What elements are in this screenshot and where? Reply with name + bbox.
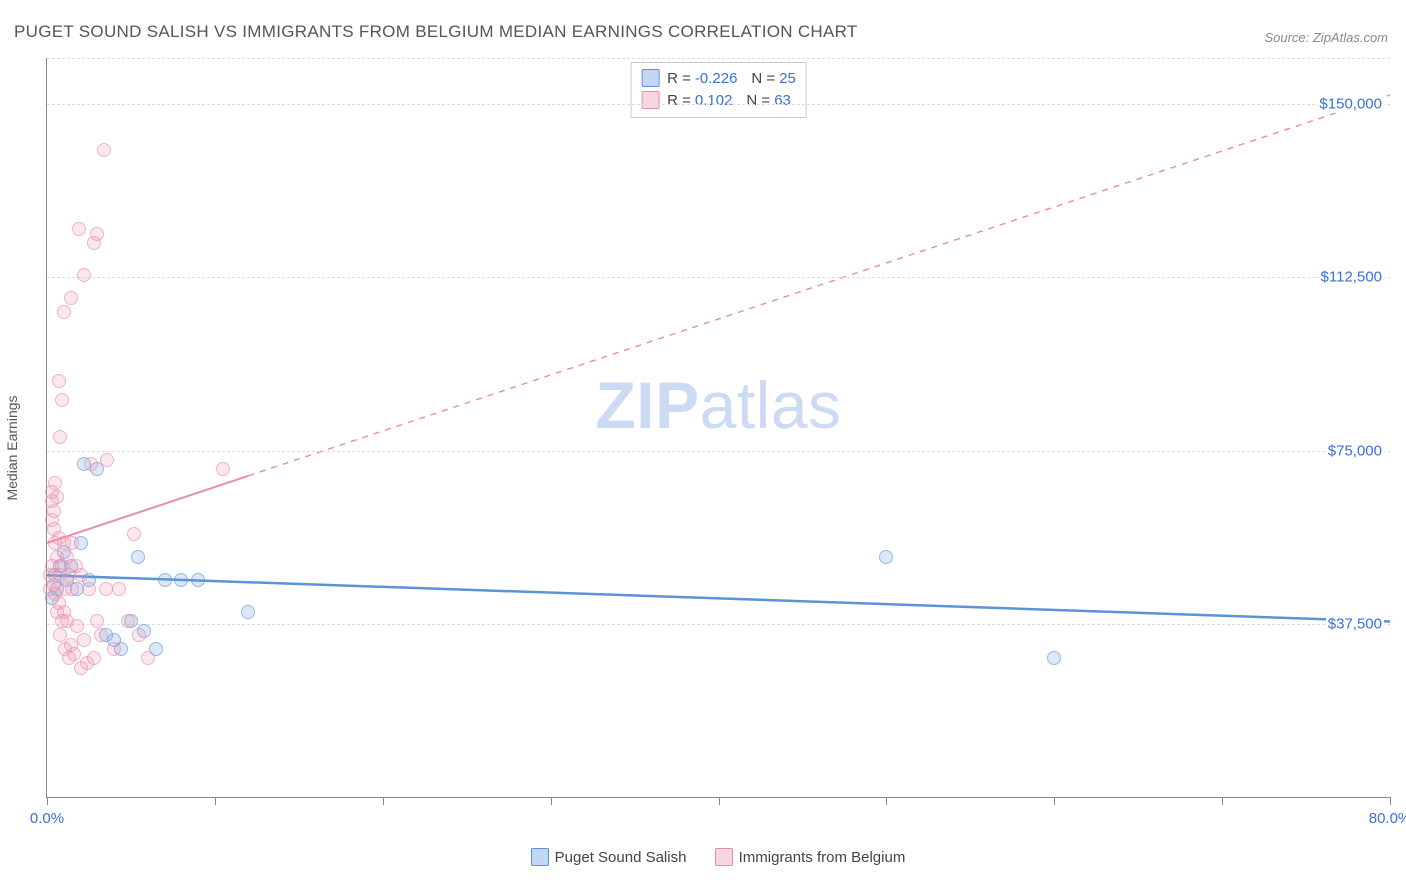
data-point bbox=[65, 536, 79, 550]
data-point bbox=[100, 453, 114, 467]
legend-n-label: N = bbox=[751, 70, 775, 87]
legend-n-label: N = bbox=[746, 92, 770, 109]
data-point bbox=[65, 582, 79, 596]
data-point bbox=[64, 291, 78, 305]
data-point bbox=[50, 490, 64, 504]
data-point bbox=[141, 651, 155, 665]
data-point bbox=[74, 568, 88, 582]
data-point bbox=[191, 573, 205, 587]
data-point bbox=[879, 550, 893, 564]
data-point bbox=[112, 582, 126, 596]
y-tick-label: $112,500 bbox=[1319, 269, 1384, 286]
data-point bbox=[107, 642, 121, 656]
data-point bbox=[241, 605, 255, 619]
data-point bbox=[72, 222, 86, 236]
x-tick bbox=[215, 797, 216, 805]
legend-swatch-pink bbox=[641, 91, 659, 109]
legend-item-puget: Puget Sound Salish bbox=[531, 848, 687, 866]
gridline bbox=[47, 451, 1390, 452]
data-point bbox=[48, 476, 62, 490]
legend-label-puget: Puget Sound Salish bbox=[555, 849, 687, 866]
y-tick-label: $37,500 bbox=[1326, 615, 1384, 632]
data-point bbox=[97, 143, 111, 157]
x-tick bbox=[1222, 797, 1223, 805]
legend-label-belgium: Immigrants from Belgium bbox=[739, 849, 906, 866]
chart-title: PUGET SOUND SALISH VS IMMIGRANTS FROM BE… bbox=[14, 22, 858, 42]
data-point bbox=[99, 582, 113, 596]
data-point bbox=[53, 430, 67, 444]
data-point bbox=[216, 462, 230, 476]
trend-line-solid bbox=[47, 476, 248, 543]
data-point bbox=[127, 527, 141, 541]
data-point bbox=[131, 550, 145, 564]
data-point bbox=[174, 573, 188, 587]
x-tick bbox=[886, 797, 887, 805]
legend-r-value-puget: -0.226 bbox=[695, 70, 738, 87]
legend-swatch-blue bbox=[641, 69, 659, 87]
data-point bbox=[70, 619, 84, 633]
data-point bbox=[67, 647, 81, 661]
trend-line-dashed bbox=[248, 95, 1390, 476]
data-point bbox=[57, 305, 71, 319]
data-point bbox=[77, 268, 91, 282]
x-tick bbox=[551, 797, 552, 805]
legend-swatch-blue bbox=[531, 848, 549, 866]
data-point bbox=[158, 573, 172, 587]
data-point bbox=[84, 457, 98, 471]
data-point bbox=[1047, 651, 1061, 665]
gridline bbox=[47, 277, 1390, 278]
legend-row-puget: R = -0.226 N = 25 bbox=[641, 67, 796, 89]
source-attribution: Source: ZipAtlas.com bbox=[1264, 30, 1388, 45]
x-tick bbox=[1390, 797, 1391, 805]
gridline bbox=[47, 58, 1390, 59]
correlation-legend: R = -0.226 N = 25 R = 0.102 N = 63 bbox=[630, 62, 807, 118]
data-point bbox=[77, 633, 91, 647]
legend-n-value-belgium: 63 bbox=[774, 92, 791, 109]
gridline bbox=[47, 104, 1390, 105]
data-point bbox=[90, 614, 104, 628]
x-tick-label: 0.0% bbox=[30, 810, 64, 827]
legend-r-label: R = bbox=[667, 70, 691, 87]
y-tick-label: $150,000 bbox=[1317, 96, 1384, 113]
legend-r-value-belgium: 0.102 bbox=[695, 92, 733, 109]
data-point bbox=[121, 614, 135, 628]
plot-region: ZIPatlas R = -0.226 N = 25 R = 0.102 N =… bbox=[46, 58, 1390, 798]
x-tick bbox=[1054, 797, 1055, 805]
series-legend: Puget Sound Salish Immigrants from Belgi… bbox=[46, 848, 1390, 870]
x-tick bbox=[383, 797, 384, 805]
gridline bbox=[47, 624, 1390, 625]
legend-item-belgium: Immigrants from Belgium bbox=[715, 848, 906, 866]
chart-area: Median Earnings ZIPatlas R = -0.226 N = … bbox=[46, 58, 1390, 838]
legend-swatch-pink bbox=[715, 848, 733, 866]
data-point bbox=[87, 651, 101, 665]
y-tick-label: $75,000 bbox=[1326, 442, 1384, 459]
data-point bbox=[90, 227, 104, 241]
x-tick bbox=[47, 797, 48, 805]
data-point bbox=[94, 628, 108, 642]
data-point bbox=[132, 628, 146, 642]
data-point bbox=[82, 582, 96, 596]
data-point bbox=[55, 393, 69, 407]
legend-n-value-puget: 25 bbox=[779, 70, 796, 87]
legend-r-label: R = bbox=[667, 92, 691, 109]
trend-lines bbox=[47, 58, 1390, 797]
data-point bbox=[47, 504, 61, 518]
data-point bbox=[52, 374, 66, 388]
x-tick-label: 80.0% bbox=[1369, 810, 1406, 827]
legend-row-belgium: R = 0.102 N = 63 bbox=[641, 89, 796, 111]
x-tick bbox=[719, 797, 720, 805]
y-axis-label: Median Earnings bbox=[4, 395, 20, 500]
